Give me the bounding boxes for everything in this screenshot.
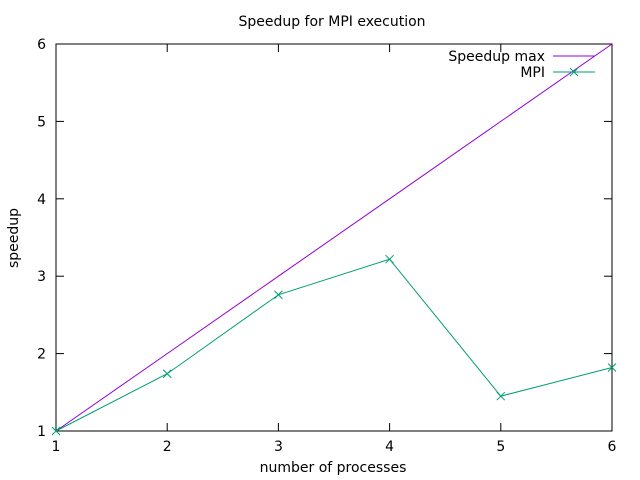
y-tick-label: 5 <box>37 114 46 130</box>
data-point-mpi <box>51 426 61 436</box>
y-tick-label: 6 <box>37 37 46 53</box>
series-layer <box>51 43 617 436</box>
data-point-mpi <box>607 363 617 372</box>
data-point-mpi <box>274 290 283 300</box>
series-line-speedup-max <box>55 43 613 432</box>
plot-frame <box>55 43 613 432</box>
data-point-mpi <box>162 369 172 379</box>
y-tick-label: 3 <box>37 269 46 285</box>
x-tick-label: 4 <box>385 439 394 455</box>
legend-label-speedup-max: Speedup max <box>448 49 545 65</box>
x-tick-label: 2 <box>163 439 172 455</box>
legend-label-mpi: MPI <box>520 65 545 81</box>
x-tick-label: 6 <box>608 439 617 455</box>
x-axis-label: number of processes <box>260 460 407 476</box>
chart-title: Speedup for MPI execution <box>238 14 425 30</box>
y-axis-label: speedup <box>6 208 22 268</box>
axis-ticks: 1 2 3 4 5 6 1 2 3 4 5 6 <box>37 37 616 455</box>
x-tick-label: 3 <box>274 439 283 455</box>
x-tick-label: 1 <box>52 439 61 455</box>
y-tick-label: 2 <box>37 347 46 363</box>
series-line-mpi <box>55 258 613 432</box>
data-point-mpi <box>496 391 506 401</box>
y-tick-label: 4 <box>37 192 46 208</box>
x-tick-label: 5 <box>496 439 505 455</box>
legend-marker-mpi <box>569 67 579 77</box>
y-tick-label: 1 <box>37 424 46 440</box>
data-point-mpi <box>385 254 394 264</box>
